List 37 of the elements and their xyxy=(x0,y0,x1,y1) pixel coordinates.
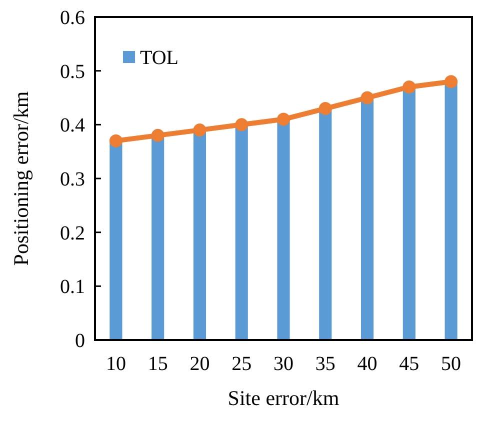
point xyxy=(235,118,248,132)
bar xyxy=(193,130,206,340)
legend-label: TOL xyxy=(140,47,179,69)
y-axis-title: Positioning error/km xyxy=(9,91,33,266)
point xyxy=(402,80,416,94)
x-tick-label: 25 xyxy=(232,353,252,375)
x-tick-label: 30 xyxy=(274,353,294,375)
x-tick-label: 10 xyxy=(106,353,126,375)
point xyxy=(444,75,458,88)
y-tick-label: 0.2 xyxy=(60,222,85,244)
x-tick-label: 20 xyxy=(190,353,210,375)
x-tick-label: 45 xyxy=(399,353,420,375)
bar xyxy=(277,119,290,340)
bar xyxy=(402,86,416,340)
point xyxy=(277,112,290,126)
y-tick-label: 0.3 xyxy=(60,168,85,190)
y-tick-label: 0.1 xyxy=(60,276,85,298)
x-axis-title: Site error/km xyxy=(228,386,340,410)
y-tick-label: 0.4 xyxy=(60,114,85,137)
bar xyxy=(444,82,458,340)
bar xyxy=(319,108,332,340)
x-tick-label: 50 xyxy=(441,353,462,375)
point xyxy=(109,134,122,148)
x-tick-label: 15 xyxy=(148,353,168,375)
bar xyxy=(152,135,164,340)
point xyxy=(360,91,374,104)
x-tick-label: 40 xyxy=(357,353,378,375)
bar xyxy=(235,124,248,340)
y-tick-label: 0.5 xyxy=(60,60,85,83)
y-tick-label: 0 xyxy=(75,330,85,352)
bar xyxy=(110,140,122,340)
point xyxy=(151,128,164,142)
y-tick-label: 0.6 xyxy=(60,7,85,29)
point xyxy=(318,102,332,116)
point xyxy=(193,124,206,137)
bar xyxy=(360,98,374,340)
x-tick-label: 35 xyxy=(315,353,336,375)
